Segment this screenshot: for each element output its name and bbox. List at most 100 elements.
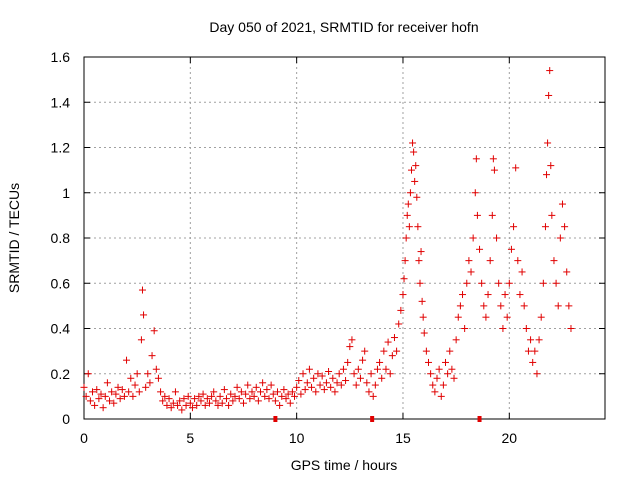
data-point	[182, 401, 190, 409]
data-point	[533, 370, 541, 378]
data-point	[435, 365, 443, 373]
data-point	[127, 374, 135, 382]
gap-markers	[273, 416, 482, 422]
data-point	[114, 383, 122, 391]
data-point	[163, 401, 171, 409]
data-point	[373, 365, 381, 373]
data-point	[203, 395, 211, 403]
data-point	[278, 392, 286, 400]
data-point	[437, 392, 445, 400]
data-point	[524, 347, 532, 355]
data-point	[305, 365, 313, 373]
data-point	[95, 395, 103, 403]
data-point	[401, 257, 409, 265]
data-point	[395, 320, 403, 328]
data-point	[337, 381, 345, 389]
data-point	[301, 386, 309, 394]
data-point	[320, 386, 328, 394]
data-point	[556, 234, 564, 242]
data-point	[106, 397, 114, 405]
data-point	[397, 306, 405, 314]
y-tick-label: 1.2	[51, 140, 71, 156]
data-point	[335, 370, 343, 378]
data-point	[252, 383, 260, 391]
data-point	[293, 383, 301, 391]
data-point	[339, 365, 347, 373]
data-point	[259, 379, 267, 387]
data-point	[419, 313, 427, 321]
data-point	[541, 223, 549, 231]
data-point	[176, 397, 184, 405]
data-point	[537, 313, 545, 321]
data-point	[282, 395, 290, 403]
data-point	[505, 279, 513, 287]
data-point	[418, 297, 426, 305]
data-point	[417, 248, 425, 256]
axis-gap-marker	[477, 416, 482, 422]
data-point	[439, 381, 447, 389]
data-point	[527, 336, 535, 344]
y-tick-label: 0.2	[51, 366, 71, 382]
data-point	[444, 370, 452, 378]
data-point	[431, 388, 439, 396]
data-point	[473, 211, 481, 219]
data-point	[97, 390, 105, 398]
data-point	[169, 399, 177, 407]
data-point	[522, 325, 530, 332]
data-point	[543, 171, 551, 179]
data-point	[472, 155, 480, 163]
data-point	[409, 139, 417, 147]
data-point	[322, 379, 330, 387]
data-point	[86, 397, 94, 405]
data-point	[167, 404, 175, 412]
data-point	[342, 377, 350, 385]
data-point	[399, 291, 407, 299]
data-point	[180, 395, 188, 403]
y-tick-label: 1.4	[51, 94, 71, 110]
data-point	[413, 193, 421, 201]
data-point	[400, 275, 408, 283]
data-point	[350, 370, 358, 378]
data-point	[118, 386, 126, 394]
data-point	[424, 358, 432, 366]
data-point	[131, 381, 139, 389]
data-point	[295, 377, 303, 385]
data-point	[429, 381, 437, 389]
data-point	[422, 347, 430, 355]
data-point	[352, 381, 360, 389]
data-point	[154, 374, 162, 382]
data-point	[244, 381, 252, 389]
data-point	[93, 386, 101, 394]
data-point	[478, 279, 486, 287]
data-point	[384, 338, 392, 346]
data-point	[390, 334, 398, 342]
data-point	[195, 392, 203, 400]
data-point	[297, 390, 305, 398]
data-point	[495, 279, 503, 287]
data-point	[112, 390, 120, 398]
axis-gap-marker	[370, 416, 375, 422]
data-point	[476, 245, 484, 253]
data-point	[371, 381, 379, 389]
x-tick-label: 10	[289, 430, 305, 446]
data-point	[174, 401, 182, 409]
chart-title: Day 050 of 2021, SRMTID for receiver hof…	[209, 19, 478, 35]
data-point	[101, 392, 109, 400]
data-point	[303, 379, 311, 387]
data-point	[456, 302, 464, 310]
data-point	[514, 257, 522, 265]
data-point	[242, 390, 250, 398]
data-points	[80, 67, 575, 414]
data-point	[125, 388, 133, 396]
data-point	[178, 406, 186, 414]
y-tick-label: 0.8	[51, 230, 71, 246]
data-point	[329, 374, 337, 382]
data-point	[231, 392, 239, 400]
data-point	[108, 388, 116, 396]
data-point	[563, 268, 571, 276]
data-point	[239, 399, 247, 407]
data-point	[354, 365, 362, 373]
data-point	[486, 257, 494, 265]
data-point	[89, 388, 97, 396]
data-point	[99, 404, 107, 412]
